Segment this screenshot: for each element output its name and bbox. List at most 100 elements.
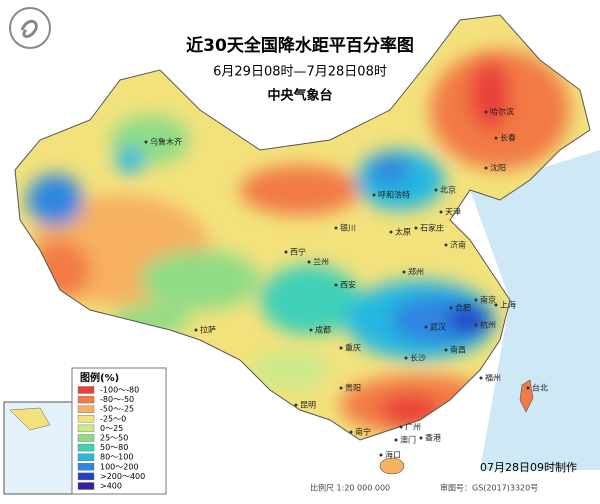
legend-title: 图例(%) xyxy=(80,371,119,384)
city-dot xyxy=(449,306,453,310)
city-label: 重庆 xyxy=(345,343,361,353)
city-dot xyxy=(494,303,498,307)
scale: 比例尺 1:20 000 000 xyxy=(310,483,390,493)
city-dot xyxy=(284,250,288,254)
legend-swatch xyxy=(77,472,95,481)
approval: 审图号：GS(2017)3320号 xyxy=(440,483,538,493)
city-dot xyxy=(372,193,376,197)
city-label: 南宁 xyxy=(355,427,371,437)
made-time: 07月28日09时制作 xyxy=(480,461,577,474)
city-dot xyxy=(399,425,403,429)
city-label: 武汉 xyxy=(430,322,446,332)
legend-label: >400 xyxy=(100,482,122,491)
legend-swatch xyxy=(77,415,95,423)
city-label: 长沙 xyxy=(410,353,426,363)
legend-label: -80～-50 xyxy=(100,395,134,404)
city-dot xyxy=(439,210,443,214)
title: 近30天全国降水距平百分率图 xyxy=(186,35,414,56)
logo xyxy=(9,7,51,49)
city-dot xyxy=(444,348,448,352)
legend-label: 50～80 xyxy=(100,443,128,452)
city-dot xyxy=(484,166,488,170)
city-label: 贵阳 xyxy=(345,383,361,393)
city-label: 济南 xyxy=(450,240,466,250)
city-dot xyxy=(394,438,398,442)
legend-swatch xyxy=(77,405,95,413)
legend-label: 0～25 xyxy=(100,424,123,433)
legend-label: -100～-80 xyxy=(100,386,139,395)
city-label: 银川 xyxy=(340,223,356,233)
city-label: 北京 xyxy=(440,185,456,195)
legend-label: 100～200 xyxy=(100,462,139,471)
city-label: 兰州 xyxy=(313,257,329,267)
city-label: 西安 xyxy=(340,280,356,290)
city-label: 石家庄 xyxy=(420,223,444,233)
city-dot xyxy=(339,386,343,390)
subtitle: 6月29日08时—7月28日08时 xyxy=(213,65,387,80)
city-dot xyxy=(309,328,313,332)
city-dot xyxy=(419,436,423,440)
city-label: 拉萨 xyxy=(200,325,216,335)
city-label: 福州 xyxy=(485,374,501,383)
city-dot xyxy=(144,140,148,144)
city-dot xyxy=(349,430,353,434)
city-label: 郑州 xyxy=(408,267,424,277)
sea xyxy=(470,150,600,470)
legend-swatch xyxy=(77,482,95,490)
legend-swatch xyxy=(77,463,95,471)
city-label: 杭州 xyxy=(480,320,496,330)
city-dot xyxy=(444,243,448,247)
city-label: 沈阳 xyxy=(490,163,506,173)
city-dot xyxy=(294,403,298,407)
inset-land xyxy=(9,407,51,431)
hainan xyxy=(379,457,405,475)
city-dot xyxy=(479,376,483,380)
legend-label: 80～100 xyxy=(100,453,133,462)
city-dot xyxy=(404,356,408,360)
city-label: 海口 xyxy=(385,450,401,460)
city-label: 天津 xyxy=(445,207,461,217)
legend-label: -50～-25 xyxy=(100,405,134,414)
city-dot xyxy=(424,325,428,329)
legend-label: -25～0 xyxy=(100,414,126,423)
city-dot xyxy=(474,323,478,327)
city-label: 昆明 xyxy=(300,401,316,410)
legend-swatch xyxy=(77,386,95,394)
city-label: 成都 xyxy=(315,325,331,335)
city-label: 广州 xyxy=(405,422,421,432)
city-dot xyxy=(434,188,438,192)
city-dot xyxy=(402,270,406,274)
city-label: 太原 xyxy=(395,227,411,237)
city-dot xyxy=(474,298,478,302)
legend-label: >200～400 xyxy=(100,472,145,481)
city-label: 乌鲁木齐 xyxy=(150,137,182,147)
agency: 中央气象台 xyxy=(267,88,332,104)
city-label: 上海 xyxy=(500,300,516,310)
legend-label: 25～50 xyxy=(100,434,128,443)
legend-swatch xyxy=(77,424,95,433)
city-dot xyxy=(334,283,338,287)
city-dot xyxy=(526,386,530,390)
city-dot xyxy=(334,226,338,230)
city-dot xyxy=(379,453,383,457)
legend-swatch xyxy=(77,395,95,404)
city-label: 哈尔滨 xyxy=(490,107,514,117)
city-label: 呼和浩特 xyxy=(378,190,410,200)
city-label: 南昌 xyxy=(450,345,466,355)
legend-swatch xyxy=(77,443,95,452)
city-dot xyxy=(494,136,498,140)
city-dot xyxy=(389,230,393,234)
city-label: 台北 xyxy=(532,383,548,393)
taiwan xyxy=(519,379,534,413)
city-dot xyxy=(414,226,418,230)
legend-swatch xyxy=(77,434,95,442)
city-label: 香港 xyxy=(425,433,441,443)
city-label: 澳门 xyxy=(400,435,416,445)
city-label: 南京 xyxy=(480,295,496,305)
city-label: 合肥 xyxy=(455,303,471,313)
city-dot xyxy=(307,260,311,264)
city-label: 长春 xyxy=(500,133,516,143)
city-dot xyxy=(194,328,198,332)
city-dot xyxy=(339,346,343,350)
